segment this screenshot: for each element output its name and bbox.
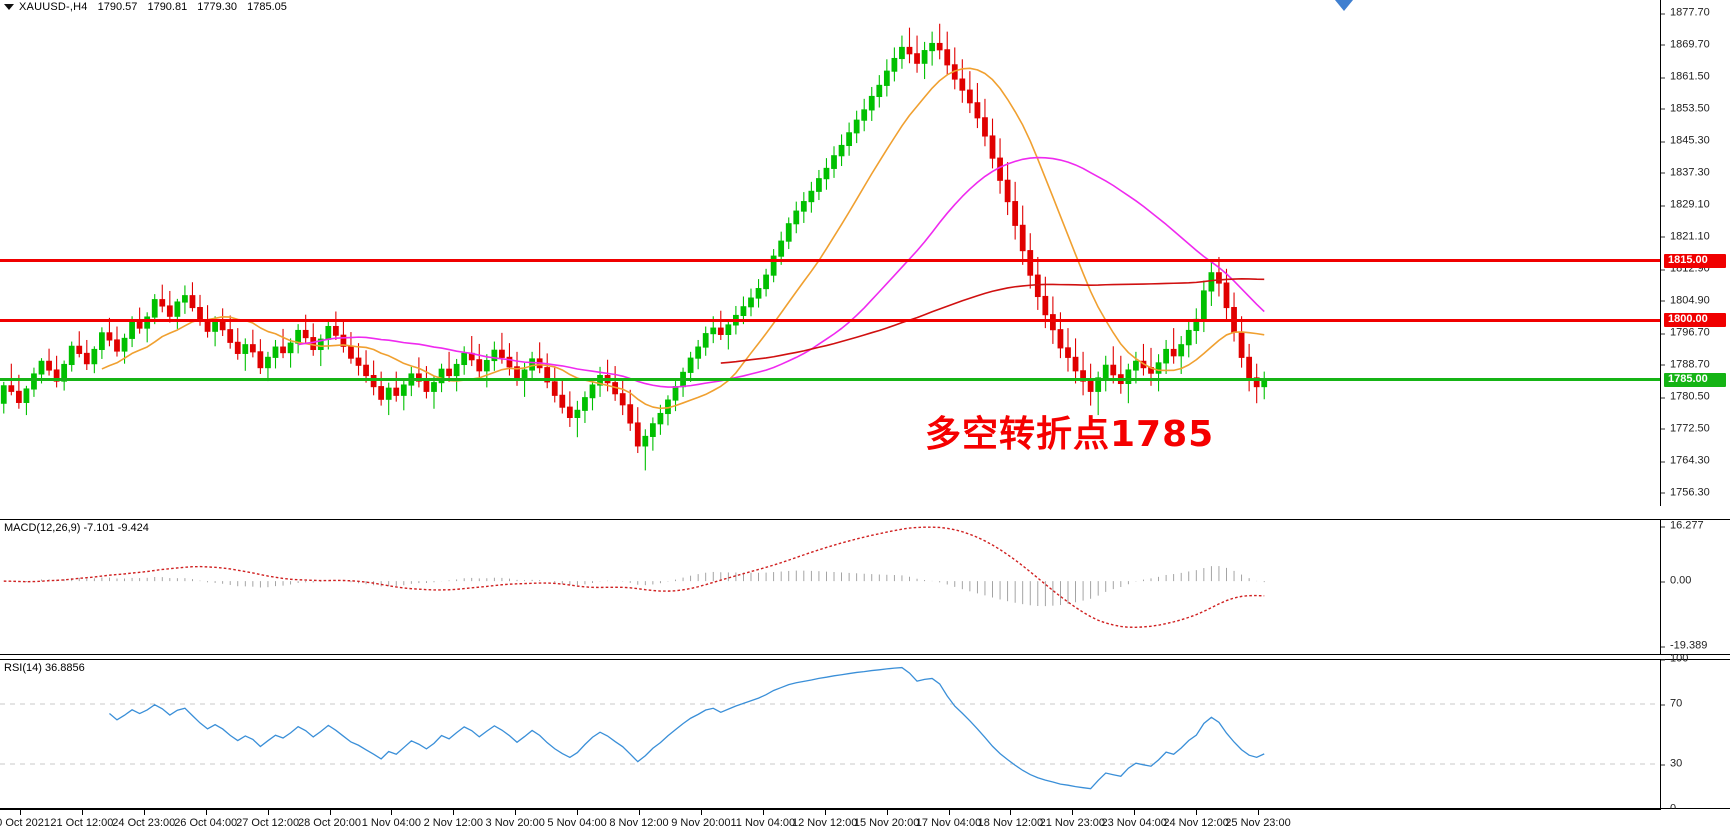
collapse-caret-icon[interactable] xyxy=(4,4,14,10)
time-label-2: 24 Oct 23:00 xyxy=(112,817,176,829)
time-label-1: 21 Oct 12:00 xyxy=(50,817,114,829)
ohlc-low: 1779.30 xyxy=(197,1,238,13)
price-tick-1812.90: 1812.90 xyxy=(1661,263,1730,275)
time-label-20: 25 Nov 23:00 xyxy=(1225,817,1291,829)
time-tick xyxy=(948,809,950,815)
price-tick-1764.30: 1764.30 xyxy=(1661,455,1730,467)
time-label-10: 8 Nov 12:00 xyxy=(609,817,669,829)
time-tick xyxy=(886,809,888,815)
rsi-plot-area[interactable]: RSI(14) 36.8856 xyxy=(0,659,1661,809)
time-label-3: 26 Oct 04:00 xyxy=(174,817,238,829)
time-tick xyxy=(1258,809,1259,815)
ohlc-readout: 1790.57 1790.81 1779.30 1785.05 xyxy=(98,1,294,13)
macd-axis[interactable]: 16.277 0.00 -19.389 xyxy=(1661,519,1730,655)
time-label-6: 1 Nov 04:00 xyxy=(361,817,422,829)
rsi-tick-30: 30 xyxy=(1661,758,1730,770)
time-label-13: 12 Nov 12:00 xyxy=(791,817,858,829)
macd-tick-16.277: 16.277 xyxy=(1661,520,1730,532)
price-plot-area[interactable]: 多空转折点1785 xyxy=(0,0,1661,506)
time-tick xyxy=(81,809,83,815)
price-level-badge-support-1785[interactable]: 1785.00 xyxy=(1664,372,1726,387)
ohlc-high: 1790.81 xyxy=(147,1,188,13)
rsi-tick-70: 70 xyxy=(1661,698,1730,710)
price-tick-1837.30: 1837.30 xyxy=(1661,167,1730,178)
time-tick xyxy=(577,809,579,815)
price-tick-1869.70: 1869.70 xyxy=(1661,39,1730,50)
time-label-15: 17 Nov 04:00 xyxy=(915,817,982,829)
macd-label: MACD(12,26,9) -7.101 -9.424 xyxy=(4,522,149,534)
time-label-5: 28 Oct 20:00 xyxy=(298,817,361,829)
chart-header: XAUUSD-,H4 1790.57 1790.81 1779.30 1785.… xyxy=(0,0,294,14)
price-level-badge-resistance-1800[interactable]: 1800.00 xyxy=(1664,313,1726,328)
time-label-8: 3 Nov 20:00 xyxy=(485,817,545,829)
rsi-axis[interactable]: 10070300 xyxy=(1661,653,1730,814)
time-tick xyxy=(1134,809,1136,815)
price-tick-1829.10: 1829.10 xyxy=(1661,199,1730,211)
time-tick xyxy=(143,809,145,815)
level-line-resistance-1815[interactable] xyxy=(0,259,1660,263)
price-tick-1821.10: 1821.10 xyxy=(1661,231,1730,242)
rsi-tick-100: 100 xyxy=(1661,653,1730,665)
time-tick xyxy=(453,809,455,815)
price-tick-1796.70: 1796.70 xyxy=(1661,327,1730,339)
time-tick xyxy=(205,809,207,815)
time-tick xyxy=(20,809,21,815)
macd-pane[interactable]: MACD(12,26,9) -7.101 -9.424 16.277 0.00 -1… xyxy=(0,519,1730,655)
time-label-9: 5 Nov 04:00 xyxy=(547,817,607,829)
time-tick xyxy=(762,809,764,815)
time-tick xyxy=(329,809,331,815)
time-tick xyxy=(515,809,517,815)
time-tick xyxy=(639,809,640,815)
price-tick-1772.50: 1772.50 xyxy=(1661,423,1730,434)
level-line-resistance-1800[interactable] xyxy=(0,318,1660,322)
symbol-period-label: XAUUSD-,H4 xyxy=(19,1,88,13)
price-tick-1861.50: 1861.50 xyxy=(1661,71,1730,83)
macd-tick-0.00: 0.00 xyxy=(1661,575,1730,587)
price-tick-1853.50: 1853.50 xyxy=(1661,103,1730,114)
time-label-12: 11 Nov 04:00 xyxy=(730,817,796,829)
scroll-position-marker[interactable] xyxy=(1335,0,1353,11)
ohlc-open: 1790.57 xyxy=(97,1,138,13)
time-tick xyxy=(824,809,826,815)
price-level-badge-resistance-1815[interactable]: 1815.00 xyxy=(1664,253,1726,268)
macd-tick--19.389: -19.389 xyxy=(1661,640,1730,652)
time-tick xyxy=(391,809,393,815)
price-tick-1788.70: 1788.70 xyxy=(1661,359,1730,370)
time-label-17: 21 Nov 23:00 xyxy=(1039,817,1106,829)
time-label-7: 2 Nov 12:00 xyxy=(423,817,483,829)
rsi-pane[interactable]: RSI(14) 36.8856 10070300 xyxy=(0,653,1730,814)
price-tick-1845.30: 1845.30 xyxy=(1661,135,1730,147)
price-tick-1804.90: 1804.90 xyxy=(1661,295,1730,306)
time-tick xyxy=(700,809,702,815)
rsi-series-layer xyxy=(0,666,1660,790)
level-line-support-1785[interactable] xyxy=(0,378,1660,381)
price-tick-1877.70: 1877.70 xyxy=(1661,7,1730,19)
price-tick-1780.50: 1780.50 xyxy=(1661,391,1730,403)
rsi-label: RSI(14) 36.8856 xyxy=(4,662,85,674)
time-label-16: 18 Nov 12:00 xyxy=(977,817,1044,829)
time-label-18: 23 Nov 04:00 xyxy=(1101,817,1167,829)
ohlc-close: 1785.05 xyxy=(247,1,287,13)
price-axis[interactable]: 1877.70 1869.70 1861.50 1853.50 1845.30 1837.… xyxy=(1661,0,1730,506)
time-tick xyxy=(1196,809,1198,815)
macd-series-layer xyxy=(3,526,1265,629)
time-tick xyxy=(1010,809,1012,815)
price-tick-1756.30: 1756.30 xyxy=(1661,487,1730,498)
time-label-4: 27 Oct 12:00 xyxy=(236,817,300,829)
time-label-0: 20 Oct 2021 xyxy=(0,817,50,829)
time-label-19: 24 Nov 12:00 xyxy=(1163,817,1229,829)
time-tick xyxy=(267,809,269,815)
price-candles-layer xyxy=(0,23,1268,471)
time-tick xyxy=(1072,809,1074,815)
time-label-14: 15 Nov 20:00 xyxy=(853,817,920,829)
annotation-text: 多空转折点1785 xyxy=(925,413,1215,455)
price-pane[interactable]: 多空转折点1785 1877.70 1869.70 1861.50 1853.50 18… xyxy=(0,0,1730,506)
time-axis-line xyxy=(0,809,1661,810)
time-label-11: 9 Nov 20:00 xyxy=(671,817,731,829)
macd-plot-area[interactable]: MACD(12,26,9) -7.101 -9.424 xyxy=(0,519,1661,655)
